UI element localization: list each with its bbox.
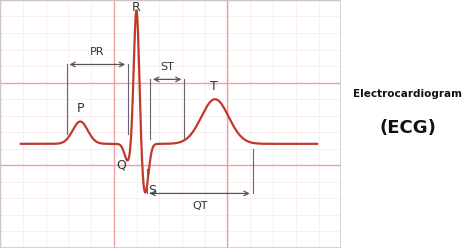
- Text: ST: ST: [160, 62, 174, 72]
- Text: T: T: [210, 80, 218, 93]
- Text: PR: PR: [90, 47, 104, 57]
- Text: S: S: [148, 184, 156, 196]
- Text: Electrocardiogram: Electrocardiogram: [353, 89, 462, 99]
- Text: P: P: [76, 102, 84, 115]
- Text: QT: QT: [192, 201, 208, 211]
- Text: Q: Q: [117, 159, 126, 172]
- Text: R: R: [132, 1, 141, 14]
- Text: (ECG): (ECG): [379, 119, 436, 137]
